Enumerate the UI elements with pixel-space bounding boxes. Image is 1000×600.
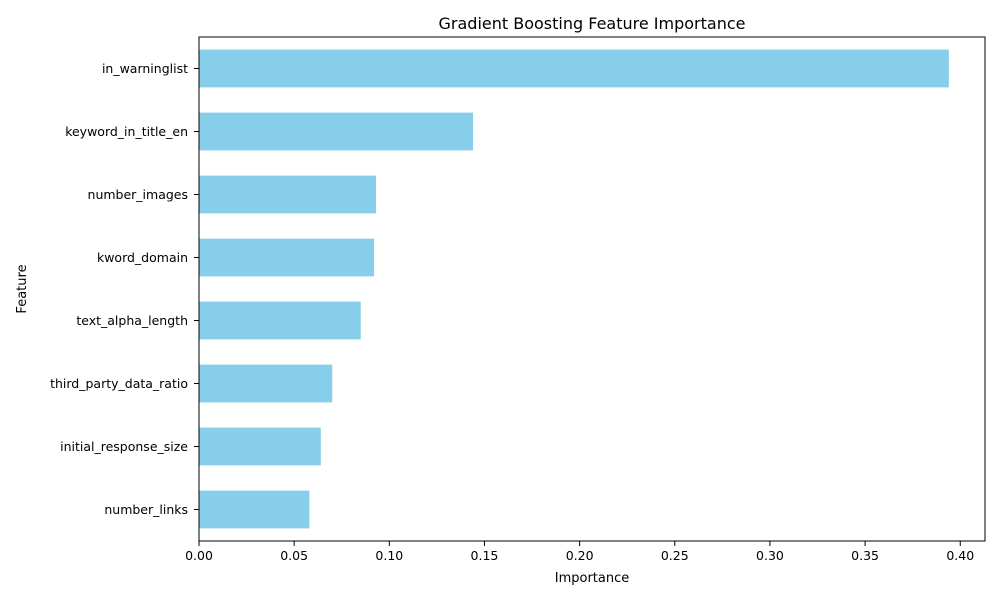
x-tick-label: 0.30 (756, 548, 784, 563)
x-tick-label: 0.40 (946, 548, 974, 563)
y-tick-label: third_party_data_ratio (50, 376, 188, 391)
y-axis-ticks: in_warninglist keyword_in_title_en number_… (50, 61, 199, 517)
bar-initial_response_size (199, 427, 321, 466)
y-tick-label: kword_domain (97, 250, 188, 265)
chart-title: Gradient Boosting Feature Importance (439, 14, 746, 33)
y-axis-label: Feature (15, 264, 30, 313)
y-tick-label: number_images (88, 187, 188, 202)
x-tick-label: 0.25 (661, 548, 689, 563)
y-tick-label: number_links (104, 502, 188, 517)
y-tick-label: initial_response_size (60, 439, 188, 454)
y-tick-label: in_warninglist (102, 61, 188, 76)
bar-number_images (199, 175, 376, 214)
y-tick-label: text_alpha_length (76, 313, 188, 328)
plot-frame (198, 36, 986, 542)
x-tick-label: 0.05 (280, 548, 308, 563)
bar-number_links (199, 490, 310, 529)
x-tick-label: 0.35 (851, 548, 879, 563)
x-tick-label: 0.15 (471, 548, 499, 563)
bar-third_party_data_ratio (199, 364, 333, 403)
bar-keyword_in_title_en (199, 112, 474, 151)
bar-text_alpha_length (199, 301, 361, 340)
x-tick-label: 0.20 (566, 548, 594, 563)
y-tick-label: keyword_in_title_en (65, 124, 188, 139)
bars (199, 49, 949, 529)
x-axis-ticks: 0.00 0.05 0.10 0.15 0.20 0.25 0.30 0.35 0.40 (185, 541, 974, 563)
bar-kword_domain (199, 238, 375, 277)
x-tick-label: 0.00 (185, 548, 213, 563)
bar-in_warninglist (199, 49, 949, 88)
x-tick-label: 0.10 (375, 548, 403, 563)
x-axis-label: Importance (555, 571, 630, 586)
